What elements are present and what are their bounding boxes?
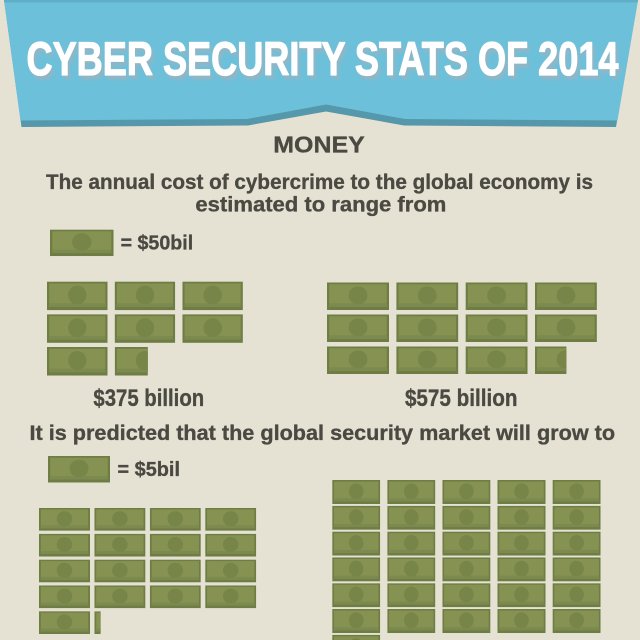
svg-text:CYBER SECURITY STATS OF 2014: CYBER SECURITY STATS OF 2014: [27, 33, 619, 86]
svg-text:= $50bil: = $50bil: [121, 232, 194, 255]
svg-text:It is predicted that the globa: It is predicted that the global security…: [30, 421, 616, 445]
svg-text:The annual cost of cybercrime: The annual cost of cybercrime to the glo…: [46, 170, 593, 194]
svg-text:MONEY: MONEY: [273, 132, 365, 158]
svg-text:$575 billion: $575 billion: [405, 385, 518, 412]
svg-text:$375 billion: $375 billion: [93, 385, 204, 412]
svg-text:CYBER SECURITY STATS OF 2014: CYBER SECURITY STATS OF 2014: [29, 37, 621, 90]
svg-text:estimated to range from: estimated to range from: [195, 193, 446, 217]
svg-text:= $5bil: = $5bil: [118, 458, 181, 481]
